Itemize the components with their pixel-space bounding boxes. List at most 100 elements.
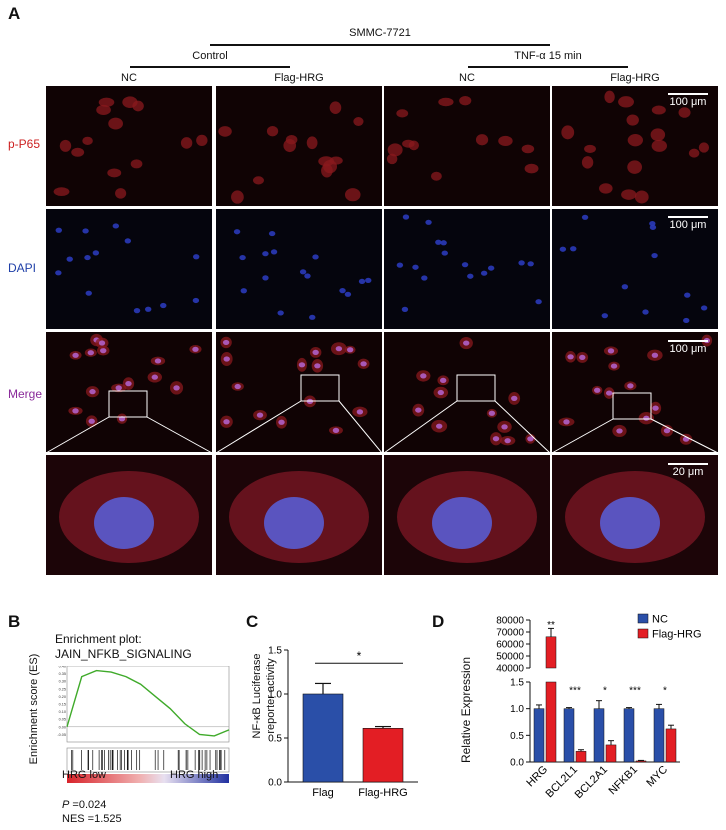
c-bar-1 <box>362 728 404 783</box>
cell-line-bracket <box>210 44 550 46</box>
c-xlabel-0: Flag <box>312 787 333 799</box>
d-bar-1-0-low <box>545 681 557 763</box>
group-tnf-bracket <box>468 66 628 68</box>
group-tnf-label: TNF-α 15 min <box>514 50 582 62</box>
d-ttick-label-3: 50000 <box>496 652 524 663</box>
scale-text-row2: 100 μm <box>669 219 707 231</box>
d-bar-0-1 <box>563 708 575 763</box>
gsea-p-value: P =0.024 <box>62 799 107 811</box>
d-legend-swatch-flag <box>637 628 649 639</box>
d-bar-1-1 <box>575 751 587 763</box>
cell-line-title: SMMC-7721 <box>349 27 411 39</box>
d-btick-label-3: 0.0 <box>510 758 524 769</box>
col-label-flag-tnf: Flag-HRG <box>610 72 660 84</box>
gsea-rank-gradient <box>67 774 229 783</box>
d-bar-0-0 <box>533 708 545 763</box>
panel-d-label: D <box>432 612 445 631</box>
c-tick-label-2: 1.0 <box>268 690 282 701</box>
d-sig-0: ** <box>547 620 555 631</box>
micrograph-zoom-3 <box>384 455 550 575</box>
d-legend-label-nc: NC <box>652 614 668 626</box>
gsea-title-line1: Enrichment plot: <box>55 632 142 646</box>
gsea-tick-7: 0.05 <box>59 718 66 722</box>
row-label-merge: Merge <box>8 387 43 401</box>
gsea-tick-2: 0.30 <box>59 680 66 684</box>
gsea-tick-6: 0.10 <box>59 710 66 714</box>
d-xlabel-4: MYC <box>644 764 670 790</box>
row-label-dapi: DAPI <box>8 261 37 275</box>
d-xlabel-3: NFKB1 <box>607 764 641 798</box>
gsea-tick-8: 0.00 <box>59 725 66 729</box>
luciferase-chart: 0.0 0.5 1.0 1.5 Flag Flag-HRG * <box>268 646 418 799</box>
d-xlabel-2: BCL2A1 <box>573 764 610 801</box>
micrograph-blue-2 <box>216 209 382 329</box>
gsea-tick-3: 0.25 <box>59 687 66 691</box>
gsea-high-label: HRG high <box>170 769 219 781</box>
d-bar-0-2 <box>593 708 605 763</box>
d-xlabel-0: HRG <box>524 764 550 790</box>
d-sig-4: * <box>663 686 667 697</box>
d-legend-swatch-nc <box>637 613 649 624</box>
d-ttick-label-0: 80000 <box>496 616 524 627</box>
gsea-title-line2: JAIN_NFKB_SIGNALING <box>55 647 192 661</box>
row-label-pp65: p-P65 <box>8 137 41 151</box>
d-ttick-label-4: 40000 <box>496 664 524 675</box>
c-tick-label-1: 0.5 <box>268 734 282 745</box>
d-sig-2: * <box>603 686 607 697</box>
d-bar-0-3 <box>623 708 635 763</box>
col-label-nc-control: NC <box>121 72 137 84</box>
micrograph-zoom-4 <box>552 455 718 575</box>
gsea-ylabel: Enrichment score (ES) <box>28 653 40 765</box>
scale-text-row3: 100 μm <box>669 343 707 355</box>
micrograph-zoom-2 <box>216 455 382 575</box>
gsea-low-label: HRG low <box>62 769 107 781</box>
panel-b-label: B <box>8 612 21 631</box>
d-btick-label-0: 1.5 <box>510 678 524 689</box>
scale-text-row4: 20 μm <box>672 466 704 478</box>
c-tick-label-0: 0.0 <box>268 778 282 789</box>
micrograph-blue-1 <box>46 209 212 329</box>
expression-chart: 80000700006000050000400001.51.00.50.0**H… <box>496 613 702 802</box>
col-label-nc-tnf: NC <box>459 72 475 84</box>
gsea-tick-9: -0.05 <box>57 733 66 737</box>
col-label-flag-control: Flag-HRG <box>274 72 324 84</box>
panel-c-label: C <box>246 612 259 631</box>
panel-a-label: A <box>8 4 21 23</box>
d-ttick-label-1: 70000 <box>496 628 524 639</box>
group-control-label: Control <box>192 50 228 62</box>
gsea-nes: NES =1.525 <box>62 813 122 825</box>
scale-text-row1: 100 μm <box>669 96 707 108</box>
gsea-plot: 0.40 0.35 0.30 0.25 0.20 0.15 0.10 0.05 0.00 -0.0… <box>57 666 230 783</box>
d-btick-label-2: 0.5 <box>510 731 524 742</box>
gsea-frame <box>66 666 230 743</box>
micrograph-merge-3 <box>384 332 550 452</box>
d-bar-1-0-high <box>545 636 557 669</box>
d-bar-1-4 <box>665 728 677 763</box>
d-sig-3: *** <box>629 686 641 697</box>
c-bar-0 <box>302 693 344 783</box>
micrograph-red-2 <box>216 86 382 206</box>
scale-bar-row2 <box>668 216 708 218</box>
micrograph-red-4 <box>552 86 718 206</box>
c-tick-label-3: 1.5 <box>268 646 282 657</box>
micrograph-red-3 <box>384 86 550 206</box>
d-bar-1-2 <box>605 744 617 763</box>
micrograph-zoom-1 <box>46 455 212 575</box>
d-btick-label-1: 1.0 <box>510 704 524 715</box>
micrograph-blue-4 <box>552 209 718 329</box>
gsea-tick-4: 0.20 <box>59 695 66 699</box>
scale-bar-row4 <box>668 463 708 465</box>
gsea-tick-5: 0.15 <box>59 703 66 707</box>
micrograph-merge-2 <box>216 332 382 452</box>
micrograph-blue-3 <box>384 209 550 329</box>
d-bar-0-4 <box>653 708 665 763</box>
d-ttick-label-2: 60000 <box>496 640 524 651</box>
scale-bar-row3 <box>668 340 708 342</box>
micrograph-red-1 <box>46 86 212 206</box>
c-sig-star: * <box>357 649 362 663</box>
group-control-bracket <box>130 66 290 68</box>
c-xlabel-1: Flag-HRG <box>358 787 408 799</box>
scale-bar-row1 <box>668 93 708 95</box>
d-legend-label-flag: Flag-HRG <box>652 629 702 641</box>
d-sig-1: *** <box>569 686 581 697</box>
